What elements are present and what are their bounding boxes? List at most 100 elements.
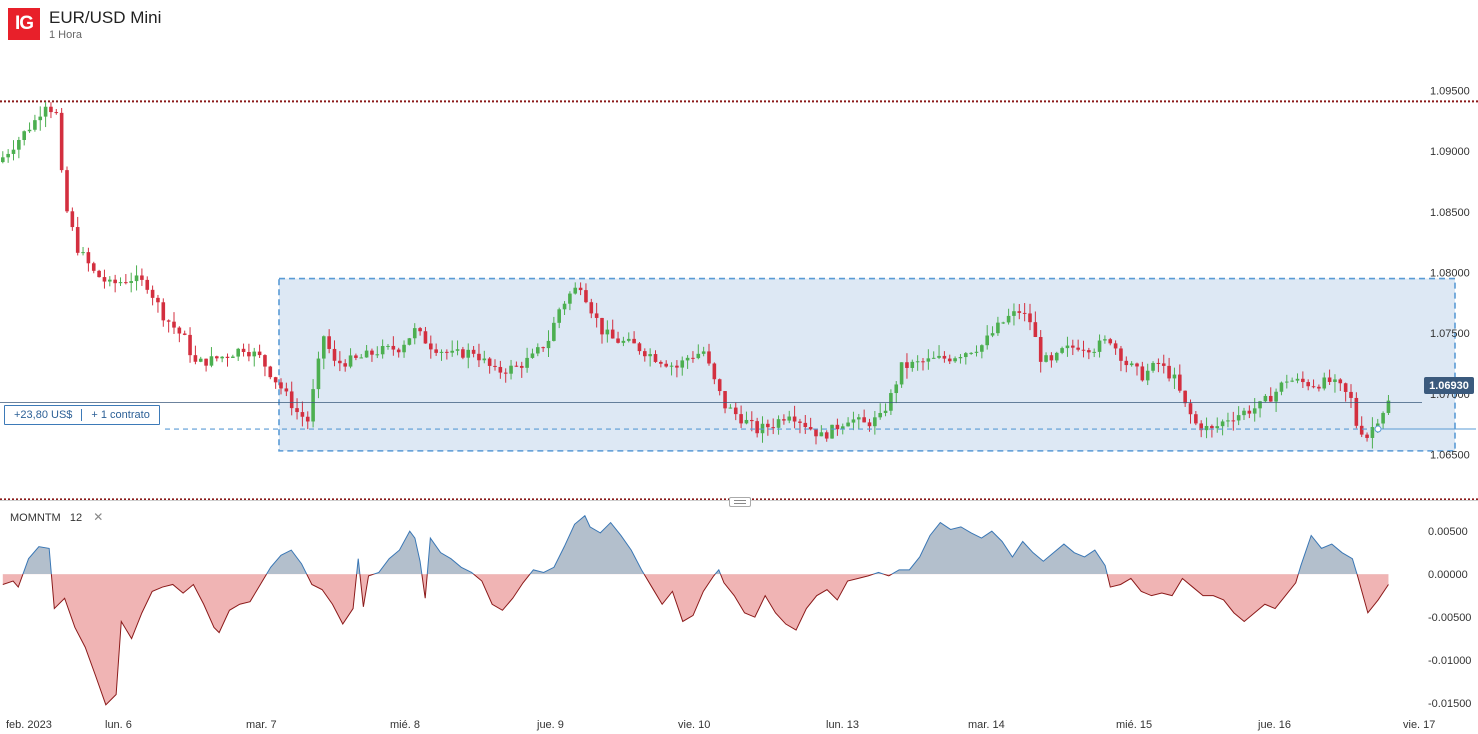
candle — [461, 346, 465, 360]
candle — [471, 345, 476, 358]
candle-body — [279, 382, 283, 389]
candle — [541, 346, 545, 352]
candle-body — [1188, 403, 1193, 415]
candle — [750, 411, 754, 432]
candle-body — [1375, 423, 1380, 428]
candle — [771, 418, 775, 435]
candle-body — [412, 328, 417, 339]
candle — [792, 405, 797, 429]
candle — [1317, 384, 1321, 392]
candle-body — [257, 351, 262, 356]
candle-body — [49, 106, 53, 113]
candle-body — [225, 356, 230, 358]
candle — [552, 316, 556, 342]
candle — [1124, 356, 1129, 373]
candle — [787, 410, 792, 424]
candle — [11, 140, 16, 161]
candle — [594, 302, 599, 328]
candle — [172, 312, 176, 335]
price-axis-tick: 1.08000 — [1430, 268, 1470, 280]
candle — [669, 362, 674, 376]
candle — [857, 413, 861, 430]
candle-body — [359, 357, 364, 359]
candle — [91, 261, 96, 274]
candle-body — [1322, 377, 1327, 389]
momentum-axis-tick: -0.01000 — [1428, 655, 1471, 667]
candle — [225, 353, 230, 367]
candle — [1076, 339, 1080, 352]
candle-body — [1220, 421, 1225, 427]
candle-body — [808, 427, 813, 430]
candle-body — [867, 422, 872, 427]
candle-body — [669, 365, 674, 367]
candle — [188, 327, 192, 363]
candle-body — [396, 349, 401, 353]
candle-body — [937, 355, 941, 358]
candle — [873, 410, 877, 435]
candle — [953, 356, 957, 363]
candle-body — [996, 322, 1000, 334]
candle-body — [1038, 336, 1043, 362]
candle — [536, 343, 540, 357]
candle-body — [1103, 339, 1107, 341]
candle — [429, 335, 433, 359]
close-icon[interactable]: ✕ — [93, 510, 104, 524]
candle-body — [1161, 363, 1166, 366]
candle — [215, 355, 219, 362]
candle — [70, 207, 75, 231]
candle-body — [653, 354, 658, 362]
candle-body — [300, 412, 305, 417]
candle-body — [1060, 348, 1064, 353]
candle — [1349, 384, 1353, 408]
candle-body — [198, 358, 203, 362]
candle — [1359, 416, 1364, 438]
candle-body — [33, 120, 37, 130]
position-pnl: +23,80 US$ — [14, 409, 73, 421]
pane-resize-handle[interactable] — [729, 497, 751, 507]
price-axis-tick: 1.09000 — [1430, 146, 1470, 158]
candle — [311, 379, 315, 428]
position-contracts: + 1 contrato — [91, 409, 150, 421]
candle-body — [172, 321, 176, 328]
candle — [1038, 330, 1043, 373]
candle-body — [846, 422, 850, 427]
candle-body — [86, 252, 91, 264]
candle-body — [81, 252, 85, 254]
candle-body — [819, 432, 824, 437]
candle — [1001, 321, 1006, 324]
candle — [391, 336, 396, 356]
candle-body — [915, 361, 920, 363]
candle-body — [1092, 351, 1096, 353]
candle-body — [873, 417, 877, 427]
candle — [493, 359, 497, 371]
candle-body — [1124, 360, 1129, 366]
candle-body — [1097, 340, 1102, 352]
candle-body — [11, 149, 16, 154]
candle — [1290, 377, 1294, 383]
candle — [985, 325, 989, 350]
position-label[interactable]: +23,80 US$ + 1 contrato — [4, 405, 160, 425]
candle — [1049, 352, 1054, 368]
candle-body — [1359, 425, 1364, 435]
candle-body — [1279, 382, 1284, 392]
candle-body — [166, 320, 171, 322]
candle — [477, 343, 481, 368]
candle-body — [1028, 313, 1032, 323]
price-axis-tick: 1.06500 — [1430, 450, 1470, 462]
candle — [733, 402, 738, 421]
candle-body — [268, 366, 273, 378]
candle — [252, 347, 257, 367]
candle-body — [905, 362, 909, 368]
candle-body — [1087, 350, 1091, 353]
candle — [380, 339, 385, 359]
candle — [701, 346, 706, 357]
timeframe-label[interactable]: 1 Hora — [49, 29, 83, 41]
candle-body — [209, 356, 214, 366]
candle-body — [91, 263, 96, 271]
candle-body — [145, 279, 150, 290]
instrument-title[interactable]: EUR/USD Mini — [49, 8, 162, 27]
candle-body — [204, 358, 208, 366]
candle-body — [1247, 410, 1252, 414]
candle — [75, 216, 80, 256]
